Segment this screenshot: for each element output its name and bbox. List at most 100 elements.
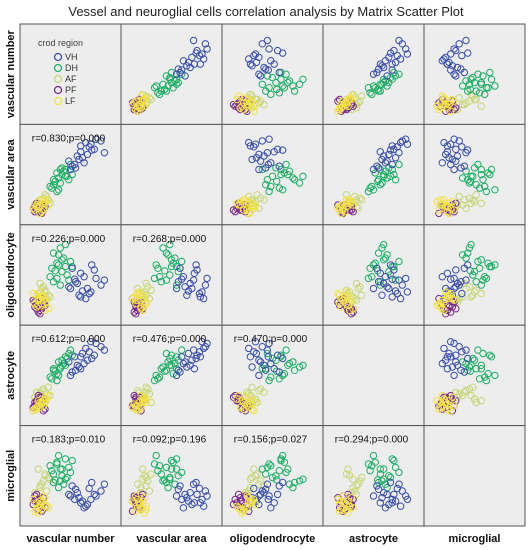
data-point-vh bbox=[201, 281, 210, 289]
data-point-lf bbox=[41, 494, 49, 502]
data-point-vh bbox=[262, 485, 270, 493]
data-point-dh bbox=[295, 80, 304, 89]
data-point-vh bbox=[265, 45, 273, 53]
data-point-vh bbox=[396, 55, 405, 63]
data-point-dh bbox=[150, 84, 159, 92]
data-point-dh bbox=[472, 87, 480, 95]
data-point-vh bbox=[258, 40, 266, 48]
data-point-af bbox=[344, 465, 352, 473]
data-point-af bbox=[472, 191, 480, 199]
data-point-af bbox=[248, 473, 256, 482]
data-point-dh bbox=[164, 251, 172, 259]
data-point-vh bbox=[273, 490, 282, 499]
data-point-dh bbox=[61, 475, 70, 483]
data-point-vh bbox=[273, 145, 282, 154]
data-point-dh bbox=[61, 455, 70, 463]
data-point-dh bbox=[49, 366, 58, 374]
data-point-pf bbox=[445, 105, 453, 114]
data-point-dh bbox=[162, 463, 171, 472]
data-point-dh bbox=[474, 160, 482, 169]
data-point-vh bbox=[386, 261, 395, 269]
data-point-dh bbox=[154, 264, 162, 272]
data-point-dh bbox=[371, 169, 379, 177]
correlation-label: r=0.830;p=0.000 bbox=[32, 133, 106, 144]
data-point-vh bbox=[442, 150, 450, 159]
data-point-dh bbox=[470, 356, 479, 364]
data-point-lf bbox=[128, 294, 137, 303]
data-point-vh bbox=[388, 160, 396, 169]
data-point-dh bbox=[364, 187, 373, 196]
data-point-af bbox=[352, 100, 361, 109]
data-point-vh bbox=[450, 284, 458, 293]
data-point-vh bbox=[82, 344, 90, 353]
data-point-vh bbox=[71, 485, 80, 493]
data-point-dh bbox=[475, 184, 484, 192]
data-point-vh bbox=[275, 162, 283, 170]
data-point-lf bbox=[234, 201, 243, 209]
data-point-lf bbox=[335, 291, 344, 299]
data-point-dh bbox=[272, 164, 280, 172]
data-point-lf bbox=[36, 403, 44, 412]
data-point-dh bbox=[154, 467, 162, 475]
data-point-vh bbox=[457, 366, 465, 374]
data-point-vh bbox=[203, 45, 211, 53]
data-point-vh bbox=[80, 159, 88, 167]
data-point-dh bbox=[482, 274, 491, 283]
column-label: astrocyte bbox=[349, 533, 398, 545]
data-point-vh bbox=[181, 72, 189, 80]
data-point-dh bbox=[152, 82, 160, 90]
data-point-vh bbox=[440, 55, 448, 63]
data-point-lf bbox=[32, 303, 41, 311]
data-point-af bbox=[465, 283, 474, 291]
data-point-dh bbox=[66, 468, 75, 477]
data-point-af bbox=[145, 94, 154, 102]
data-point-vh bbox=[369, 70, 378, 78]
data-point-lf bbox=[251, 500, 260, 509]
data-point-vh bbox=[383, 157, 391, 165]
data-point-lf bbox=[443, 291, 452, 299]
data-point-lf bbox=[341, 293, 349, 301]
data-point-dh bbox=[157, 278, 166, 286]
data-point-lf bbox=[344, 301, 352, 310]
data-point-lf bbox=[32, 202, 41, 211]
data-point-vh bbox=[178, 495, 186, 504]
data-point-pf bbox=[236, 497, 245, 505]
data-point-lf bbox=[44, 201, 53, 209]
data-point-af bbox=[133, 284, 142, 293]
data-point-pf bbox=[34, 208, 42, 216]
data-point-vh bbox=[100, 276, 109, 284]
matrix-panel-4-4 bbox=[423, 425, 526, 527]
data-point-lf bbox=[34, 397, 42, 405]
data-point-dh bbox=[164, 82, 172, 90]
data-point-vh bbox=[260, 489, 268, 497]
data-point-pf bbox=[447, 208, 455, 216]
data-point-dh bbox=[268, 473, 277, 482]
data-point-vh bbox=[90, 351, 99, 359]
data-point-vh bbox=[380, 152, 388, 160]
data-point-af bbox=[467, 391, 475, 400]
data-point-dh bbox=[481, 90, 489, 99]
data-point-dh bbox=[374, 87, 383, 95]
data-point-vh bbox=[391, 497, 400, 505]
data-point-dh bbox=[472, 365, 480, 373]
correlation-label: r=0.268;p=0.000 bbox=[133, 234, 207, 245]
data-point-vh bbox=[450, 135, 458, 143]
data-point-dh bbox=[369, 82, 378, 90]
data-point-dh bbox=[56, 165, 64, 174]
data-point-lf bbox=[335, 206, 344, 214]
data-point-vh bbox=[376, 499, 384, 507]
data-point-dh bbox=[268, 354, 277, 363]
data-point-af bbox=[36, 279, 44, 288]
data-point-lf bbox=[440, 199, 448, 208]
data-point-vh bbox=[385, 150, 393, 159]
data-point-pf bbox=[349, 308, 357, 316]
data-point-vh bbox=[65, 358, 73, 366]
data-point-dh bbox=[265, 376, 273, 385]
data-point-lf bbox=[433, 197, 441, 206]
data-point-dh bbox=[68, 170, 76, 179]
data-point-dh bbox=[386, 473, 395, 482]
data-point-dh bbox=[162, 349, 171, 358]
data-point-af bbox=[147, 470, 155, 478]
data-point-vh bbox=[192, 354, 200, 363]
data-point-pf bbox=[435, 294, 443, 303]
